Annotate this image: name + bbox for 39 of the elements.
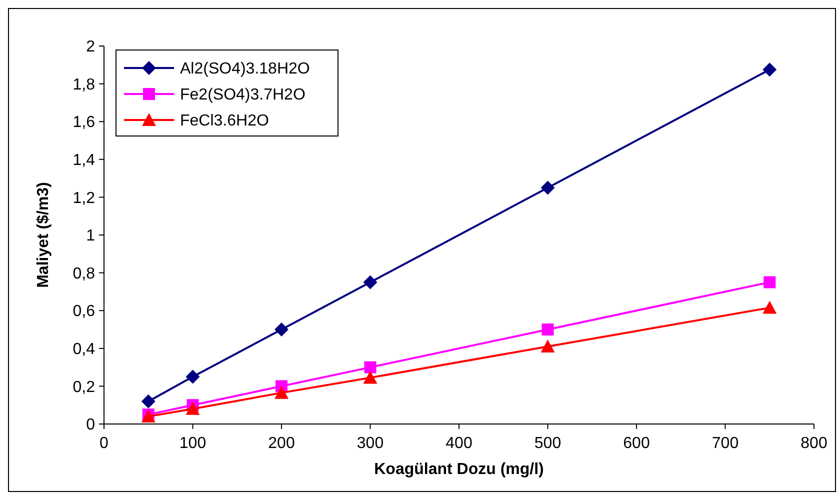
point [762, 300, 777, 314]
y-tick-label: 1 [86, 228, 96, 245]
y-tick-label: 2 [86, 38, 96, 56]
x-tick-label: 300 [356, 435, 384, 452]
x-tick-label: 500 [534, 435, 562, 452]
point [364, 361, 376, 374]
point [540, 340, 555, 353]
y-tick-label: 0,4 [72, 341, 96, 358]
point [540, 180, 555, 195]
legend-label: FeCl3.6H2O [180, 112, 269, 130]
y-tick-label: 0,8 [72, 265, 96, 282]
legend-label: Fe2(SO4)3.7H2O [180, 86, 306, 104]
y-tick-label: 0 [86, 416, 96, 434]
y-tick-label: 1,4 [72, 152, 96, 169]
legend-label: Al2(SO4)3.18H2O [180, 60, 310, 78]
point [363, 370, 378, 384]
x-tick-label: 200 [268, 435, 295, 452]
x-axis-title: Koagülant Dozu (mg/l) [374, 461, 544, 478]
point [274, 386, 288, 399]
x-tick-label: 100 [179, 435, 206, 452]
y-tick-label: 1,8 [72, 76, 96, 94]
point [186, 370, 200, 384]
y-axis-title: Maliyet ($/m3) [35, 182, 52, 288]
x-tick-label: 800 [800, 435, 828, 452]
point [764, 276, 776, 288]
point [762, 62, 777, 77]
point [186, 402, 200, 415]
point [542, 324, 554, 336]
x-tick-label: 0 [100, 435, 109, 452]
point [363, 275, 378, 290]
x-tick-label: 400 [446, 435, 472, 452]
y-tick-label: 0,6 [72, 303, 96, 320]
point [274, 322, 288, 336]
y-tick-label: 0,2 [72, 378, 96, 396]
point [141, 394, 156, 408]
x-tick-label: 700 [712, 435, 739, 452]
y-tick-label: 1,2 [72, 190, 96, 207]
y-tick-label: 1,6 [72, 114, 96, 132]
x-tick-label: 600 [623, 435, 650, 452]
